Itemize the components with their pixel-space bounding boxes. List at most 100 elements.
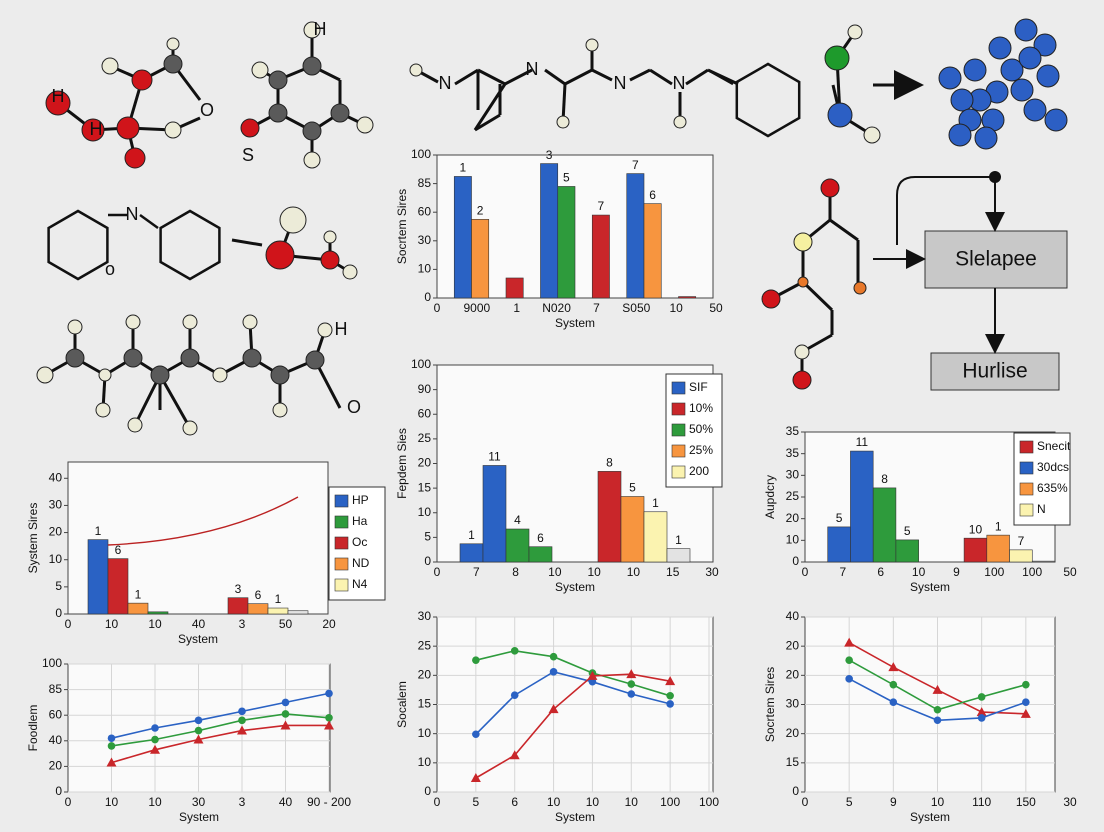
atom	[797, 276, 809, 288]
atom	[125, 314, 141, 330]
atom	[242, 314, 258, 330]
bar	[528, 546, 553, 563]
marker	[238, 716, 246, 725]
bar	[287, 610, 309, 615]
marker	[1022, 680, 1030, 689]
bond	[504, 68, 533, 86]
y-tick-label: 40	[49, 733, 63, 747]
atom	[101, 57, 119, 75]
atom	[95, 402, 111, 418]
bar-label: 1	[675, 533, 682, 547]
molecules: H H O H S No H O N N N N	[36, 18, 1068, 436]
x-tick-label: 3	[239, 795, 246, 809]
y-tick-label: 15	[786, 755, 800, 769]
atom	[36, 366, 54, 384]
bar	[643, 511, 668, 563]
marker	[627, 690, 636, 698]
x-tick-label: 9	[953, 565, 960, 579]
legend-label: 635%	[1037, 481, 1068, 495]
atom	[974, 126, 998, 150]
atom	[585, 38, 599, 52]
x-tick-label: N020	[542, 301, 571, 315]
x-tick-label: 7	[593, 301, 600, 315]
marker	[237, 725, 247, 735]
legend-swatch	[334, 494, 349, 508]
atom	[827, 102, 853, 128]
bond	[591, 68, 613, 82]
bar	[459, 543, 484, 563]
atom-label: N	[439, 73, 452, 93]
atom	[950, 88, 974, 112]
bar-label: 3	[546, 148, 553, 162]
atom	[303, 21, 321, 39]
x-tick-label: 9000	[464, 301, 491, 315]
bar	[872, 487, 897, 563]
atom-label: H	[90, 119, 103, 139]
atom	[320, 250, 340, 270]
x-tick-label: 10	[587, 565, 601, 579]
x-tick-label: 10	[105, 795, 119, 809]
legend-label: Ha	[352, 514, 368, 528]
marker	[325, 713, 333, 722]
bar	[986, 534, 1010, 563]
bar-label: 8	[606, 456, 613, 470]
y-tick-label: 35	[786, 446, 800, 460]
y-tick-label: 40	[786, 609, 800, 623]
marker	[666, 700, 674, 708]
bar-label: 1	[468, 528, 475, 542]
atom	[1014, 18, 1038, 42]
marker	[976, 707, 987, 717]
marker	[151, 724, 159, 732]
bar	[557, 186, 576, 299]
atom	[272, 402, 288, 418]
line	[475, 673, 671, 779]
bar-label: 5	[629, 481, 636, 495]
process-box	[930, 352, 1060, 391]
x-tick-label: 10	[586, 795, 600, 809]
y-tick-label: 20	[418, 456, 432, 470]
legend-label: 25%	[689, 443, 713, 457]
atom	[116, 116, 140, 140]
x-tick-label: 0	[65, 617, 72, 631]
legend-swatch	[671, 423, 686, 437]
marker	[977, 714, 986, 722]
atom	[240, 118, 260, 138]
y-axis-label: Socrtem Sires	[763, 667, 777, 742]
x-tick-label: 10	[931, 795, 945, 809]
line	[111, 724, 329, 764]
y-tick-label: 10	[786, 533, 800, 547]
atom	[963, 58, 987, 82]
bar	[1009, 549, 1033, 563]
x-tick-label: 100	[699, 795, 719, 809]
legend-swatch	[671, 381, 686, 395]
x-axis-label: System	[555, 316, 595, 330]
bar-label: 5	[563, 171, 570, 185]
bar	[620, 496, 645, 563]
atom	[65, 348, 85, 368]
x-tick-label: 10	[548, 565, 562, 579]
atom	[1036, 64, 1060, 88]
y-tick-label: 0	[55, 784, 62, 798]
marker	[194, 716, 203, 725]
x-tick-label: 0	[802, 565, 809, 579]
marker	[666, 691, 674, 700]
x-tick-label: 50	[709, 301, 723, 315]
bar-label: 1	[95, 524, 102, 538]
x-tick-label: 5	[473, 795, 480, 809]
x-tick-label: 150	[1016, 795, 1036, 809]
y-tick-label: 40	[49, 470, 63, 484]
y-tick-label: 30	[418, 609, 432, 623]
bar-label: 6	[537, 531, 544, 545]
bar	[850, 450, 874, 563]
bar-label: 1	[995, 519, 1002, 533]
atom	[131, 69, 153, 91]
legend-swatch	[334, 557, 349, 571]
line	[111, 692, 330, 739]
legend-swatch	[671, 465, 686, 479]
marker	[238, 707, 246, 716]
atom	[1010, 78, 1034, 102]
bar-label: 6	[649, 188, 656, 202]
x-tick-label: 100	[984, 565, 1004, 579]
node-dot	[989, 171, 1001, 183]
bar	[87, 539, 109, 615]
